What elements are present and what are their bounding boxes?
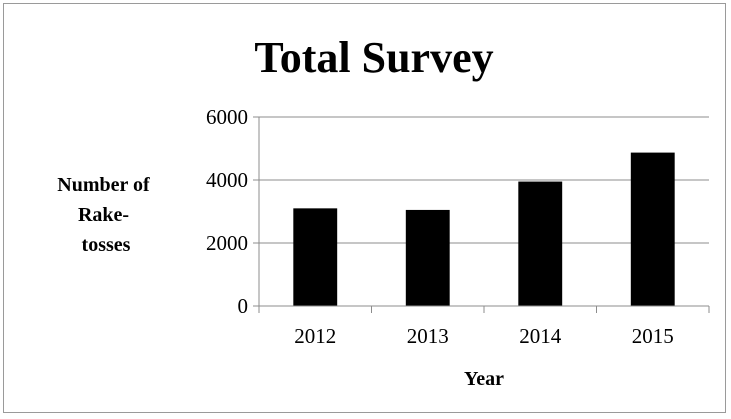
bar-2012 — [293, 208, 338, 306]
chart-frame — [3, 3, 726, 413]
chart-title: Total Survey — [254, 33, 493, 82]
x-tick-label: 2014 — [519, 324, 562, 348]
y-tick-label: 6000 — [206, 105, 248, 129]
bar-2013 — [405, 209, 450, 306]
x-tick-label: 2015 — [632, 324, 674, 348]
y-tick-label: 4000 — [206, 168, 248, 192]
bar-2015 — [630, 152, 675, 306]
x-tick-label: 2013 — [407, 324, 449, 348]
y-axis-label-line-3: tosses — [82, 234, 131, 256]
y-axis-label-line-1: Number of — [57, 174, 150, 196]
axes — [253, 116, 710, 313]
bars — [293, 152, 675, 306]
x-axis-label: Year — [464, 368, 504, 390]
bar-2014 — [518, 181, 563, 306]
x-tick-label: 2012 — [294, 324, 336, 348]
y-tick-label: 2000 — [206, 231, 248, 255]
y-tick-labels: 0 2000 4000 6000 — [206, 105, 248, 318]
y-tick-label: 0 — [238, 294, 249, 318]
y-axis-label-line-2: Rake- — [78, 204, 129, 226]
x-tick-labels: 2012 2013 2014 2015 — [294, 324, 674, 348]
y-axis-label: Number of Rake- tosses — [57, 174, 154, 256]
